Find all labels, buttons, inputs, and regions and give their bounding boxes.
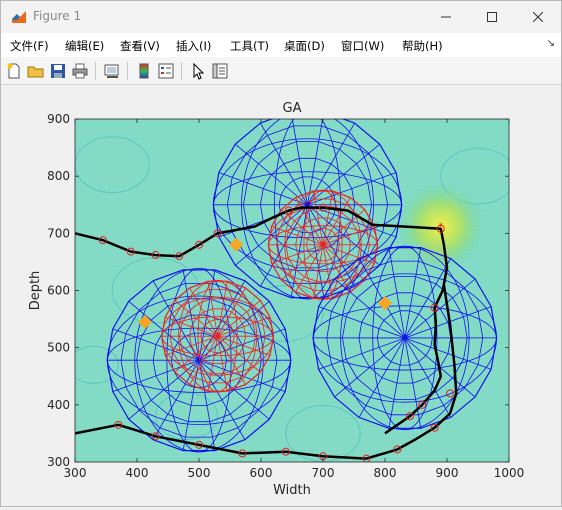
y-tick-label: 300	[47, 455, 70, 469]
x-tick-label: 400	[126, 466, 149, 480]
menu-insert[interactable]: 插入(I)	[176, 38, 211, 54]
matlab-icon	[11, 9, 27, 25]
x-axis-label: Width	[273, 483, 311, 498]
y-tick-label: 800	[47, 169, 70, 183]
minimize-button[interactable]	[423, 1, 469, 33]
new-figure-icon[interactable]	[5, 62, 23, 80]
menu-desktop[interactable]: 桌面(D)	[284, 38, 325, 54]
save-icon[interactable]	[49, 62, 67, 80]
obstacle-center-marker: *	[320, 239, 326, 252]
x-tick-label: 800	[374, 466, 397, 480]
menu-tools[interactable]: 工具(T)	[230, 38, 269, 54]
toolbar-separator	[127, 62, 128, 80]
minimize-icon	[441, 12, 451, 22]
menu-window[interactable]: 窗口(W)	[341, 38, 384, 54]
x-tick-label: 700	[312, 466, 335, 480]
y-tick-label: 500	[47, 341, 70, 355]
toolbar-separator	[181, 62, 182, 80]
toolbar-expand-icon[interactable]: ↘	[547, 38, 555, 49]
obstacle-center-marker: *	[402, 332, 408, 345]
window-title: Figure 1	[33, 9, 81, 23]
figure-toolbar	[1, 57, 561, 85]
menu-help[interactable]: 帮助(H)	[402, 38, 443, 54]
y-axis-label: Depth	[28, 271, 43, 311]
obstacle-2: *	[107, 268, 291, 452]
maximize-icon	[487, 12, 497, 22]
obstacle-center-marker: *	[215, 330, 221, 343]
obstacle-4: *	[313, 246, 497, 430]
x-tick-label: 500	[188, 466, 211, 480]
link-plot-icon[interactable]	[103, 62, 121, 80]
print-icon[interactable]	[71, 62, 89, 80]
x-tick-label: 600	[250, 466, 273, 480]
pointer-icon[interactable]	[189, 62, 207, 80]
x-tick-label: 1000	[494, 466, 525, 480]
toolbar-separator	[95, 62, 96, 80]
y-tick-label: 900	[47, 112, 70, 126]
menu-bar: 文件(F) 编辑(E) 查看(V) 插入(I) 工具(T) 桌面(D) 窗口(W…	[1, 33, 561, 57]
close-button[interactable]	[515, 1, 561, 33]
y-tick-label: 600	[47, 284, 70, 298]
obstacle-0: *	[213, 111, 401, 299]
menu-file[interactable]: 文件(F)	[10, 38, 49, 54]
maximize-button[interactable]	[469, 1, 515, 33]
title-bar: Figure 1	[1, 1, 561, 33]
legend-icon[interactable]	[157, 62, 175, 80]
chart-title: GA	[283, 101, 302, 116]
open-file-icon[interactable]	[27, 62, 45, 80]
close-icon	[533, 12, 543, 22]
property-inspector-icon[interactable]	[211, 62, 229, 80]
colorbar-icon[interactable]	[135, 62, 153, 80]
x-tick-label: 900	[436, 466, 459, 480]
y-tick-label: 400	[47, 398, 70, 412]
obstacle-3: *	[162, 280, 274, 392]
menu-view[interactable]: 查看(V)	[120, 38, 160, 54]
y-tick-label: 700	[47, 226, 70, 240]
menu-edit[interactable]: 编辑(E)	[65, 38, 104, 54]
